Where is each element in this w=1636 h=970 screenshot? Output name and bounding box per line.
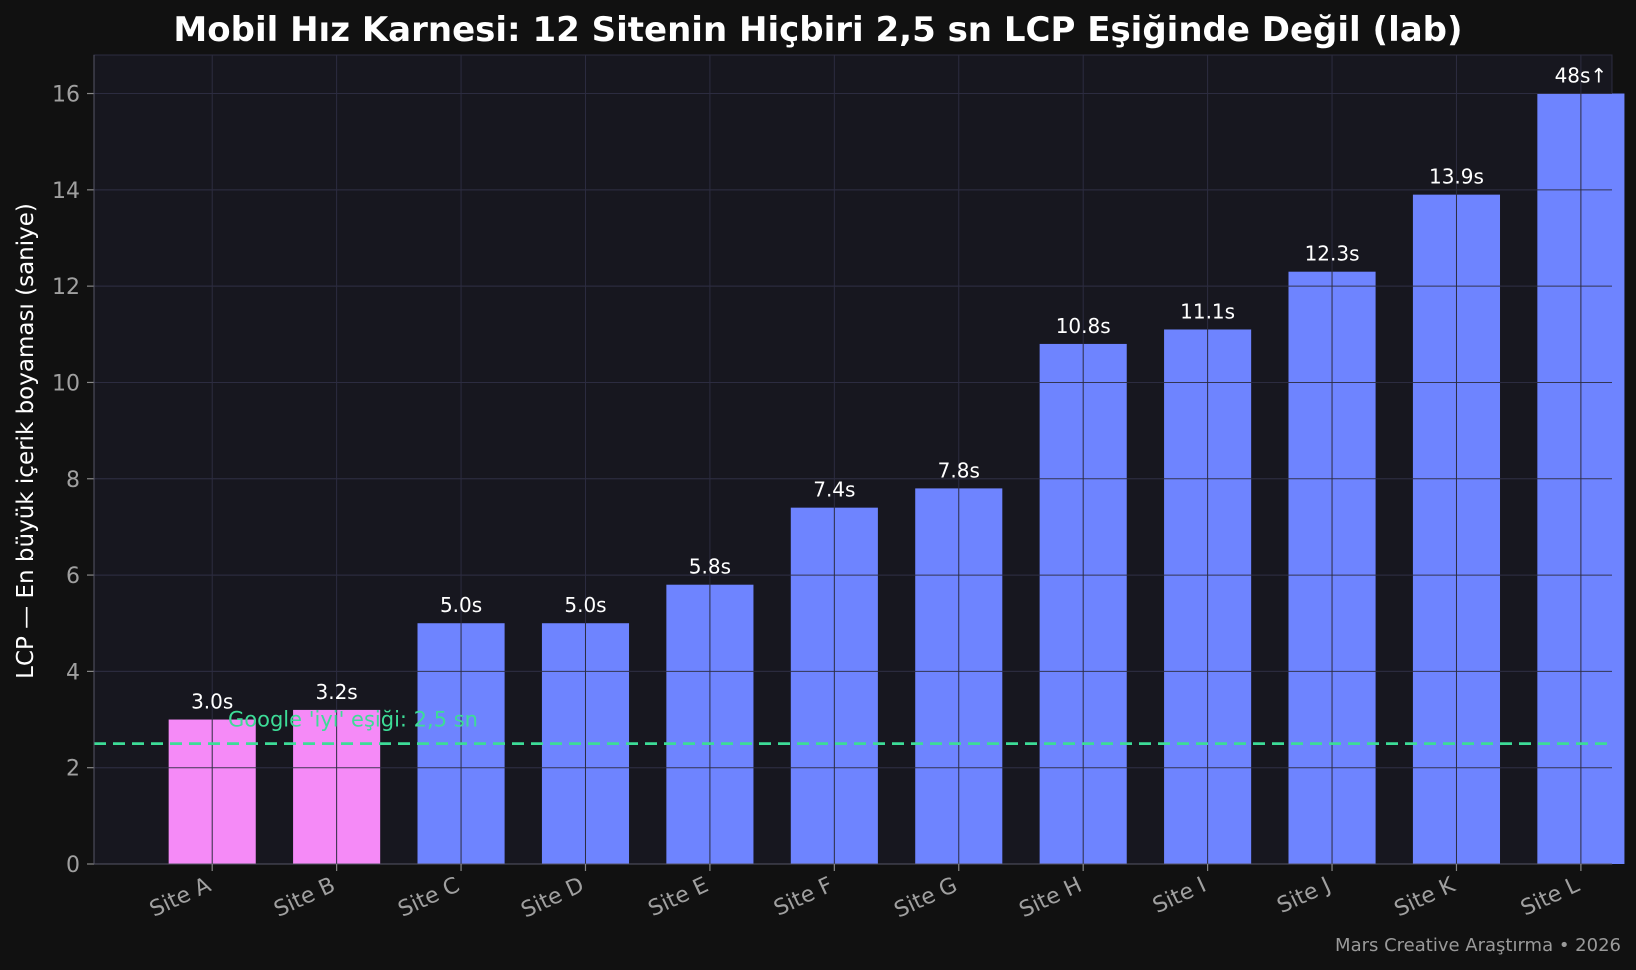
reference-line-label: Google 'iyi' eşiği: 2,5 sn [228,708,478,732]
x-tick-label: Site D [517,873,588,924]
data-label: 3.0s [191,690,233,714]
y-tick-label: 2 [66,757,80,782]
reference-line-group: Google 'iyi' eşiği: 2,5 sn [94,708,1612,746]
y-axis-label: LCP — En büyük içerik boyaması (saniye) [13,203,39,679]
x-tick-label: Site I [1149,873,1210,919]
x-tick-label: Site H [1016,873,1086,923]
x-tick-label: Site E [645,873,713,922]
data-label: 48s↑ [1555,64,1608,88]
x-tick-label: Site B [270,873,339,923]
y-tick-label: 12 [52,275,80,300]
chart-title: Mobil Hız Karnesi: 12 Sitenin Hiçbiri 2,… [173,10,1462,50]
x-tick-label: Site K [1391,873,1460,923]
data-label: 11.1s [1180,299,1235,323]
y-tick-label: 4 [66,660,80,685]
data-label: 7.8s [938,458,980,482]
data-label: 12.3s [1305,242,1360,266]
y-tick-label: 0 [66,853,80,878]
y-tick-label: 14 [52,179,80,204]
data-label: 5.8s [689,555,731,579]
data-label: 13.9s [1429,165,1484,189]
vertical-grid [94,55,1612,865]
data-label: 10.8s [1056,314,1111,338]
data-label: 3.2s [316,680,358,704]
y-tick-label: 16 [52,83,80,108]
data-label: 7.4s [813,478,855,502]
x-tick-label: Site L [1517,872,1584,921]
x-tick-label: Site F [770,873,837,922]
y-tick-label: 10 [52,371,80,396]
x-tick-label: Site A [146,873,215,923]
data-label: 5.0s [564,593,606,617]
y-tick-label: 8 [66,468,80,493]
data-labels: 3.0s 3.2s 5.0s 5.0s 5.8s 7.4s 7.8s 10.8s 11.1s 12… [191,64,1607,714]
credit-text: Mars Creative Araştırma • 2026 [1335,935,1621,956]
x-tick-label: Site G [891,873,962,924]
x-tick-label: Site C [394,873,463,923]
data-label: 5.0s [440,593,482,617]
y-tick-label: 6 [66,564,80,589]
x-tick-label: Site J [1273,873,1334,919]
